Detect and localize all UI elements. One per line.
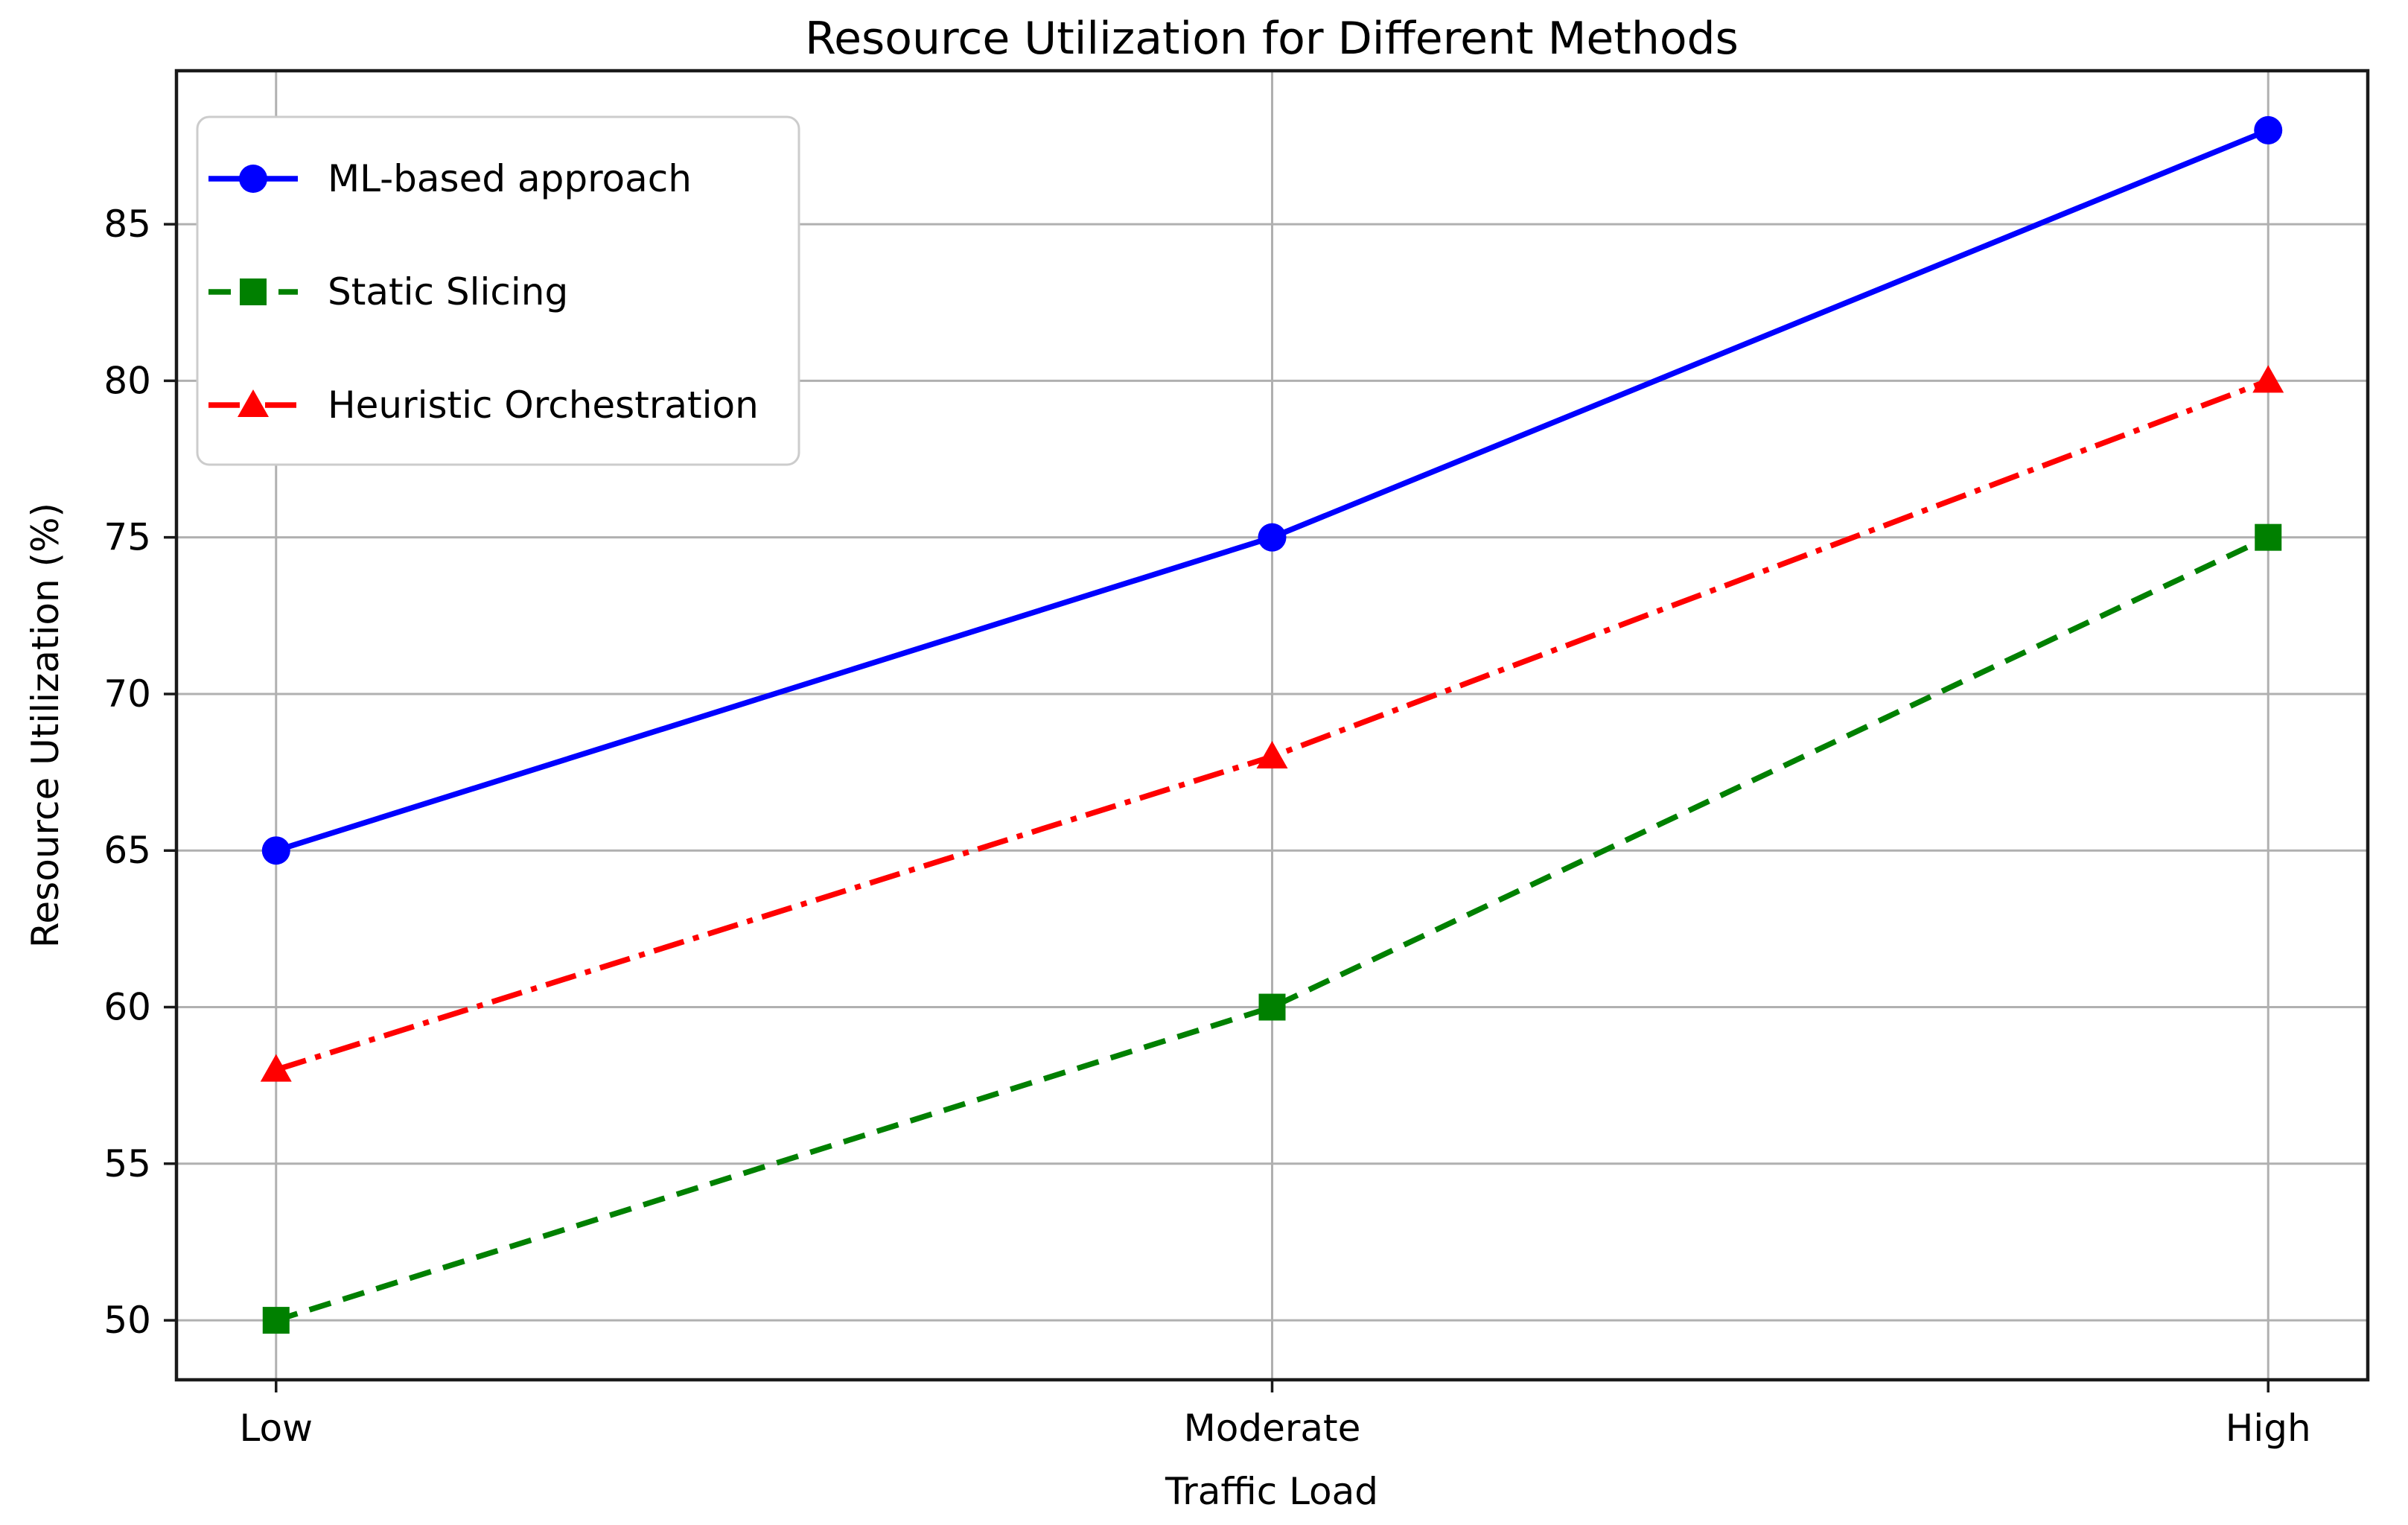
chart-title: Resource Utilization for Different Metho… xyxy=(805,13,1739,65)
data-point-ml-based-approach xyxy=(261,836,290,865)
axes-layer xyxy=(164,69,2370,1392)
legend-marker-ml-based-approach xyxy=(239,165,267,193)
legend: ML-based approach Static Slicing Heuristic… xyxy=(196,115,800,466)
tick-labels-layer: 50 55 60 65 70 75 80 85 Low Moderate High xyxy=(103,203,2310,1450)
x-tick-label: Low xyxy=(240,1407,313,1450)
y-tick-label: 75 xyxy=(103,516,151,559)
data-point-heuristic-orchestration xyxy=(2252,365,2284,393)
y-tick-label: 85 xyxy=(103,203,151,246)
legend-label-ml-based-approach: ML-based approach xyxy=(328,157,692,200)
y-tick-label: 55 xyxy=(103,1142,151,1185)
x-axis-label: Traffic Load xyxy=(1165,1470,1378,1513)
data-point-static-slicing xyxy=(1258,993,1286,1021)
data-point-ml-based-approach xyxy=(2254,115,2283,144)
y-tick-label: 60 xyxy=(103,986,151,1029)
data-point-ml-based-approach xyxy=(1258,523,1287,552)
y-axis-label: Resource Utilization (%) xyxy=(24,503,67,948)
legend-label-heuristic-orchestration: Heuristic Orchestration xyxy=(328,383,759,427)
x-tick-label: High xyxy=(2226,1407,2311,1450)
series-layer xyxy=(260,115,2284,1334)
y-tick-label: 65 xyxy=(103,829,151,872)
legend-marker-heuristic-orchestration xyxy=(238,389,269,417)
legend-label-static-slicing: Static Slicing xyxy=(328,270,568,313)
data-point-heuristic-orchestration xyxy=(260,1054,292,1082)
y-tick-label: 80 xyxy=(103,359,151,402)
x-tick-label: Moderate xyxy=(1184,1407,1361,1450)
data-point-static-slicing xyxy=(2255,523,2282,551)
legend-box xyxy=(196,115,800,466)
y-tick-label: 70 xyxy=(103,672,151,716)
data-point-static-slicing xyxy=(262,1307,290,1334)
y-tick-label: 50 xyxy=(103,1299,151,1342)
legend-marker-static-slicing xyxy=(240,278,267,305)
data-point-heuristic-orchestration xyxy=(1256,741,1288,769)
